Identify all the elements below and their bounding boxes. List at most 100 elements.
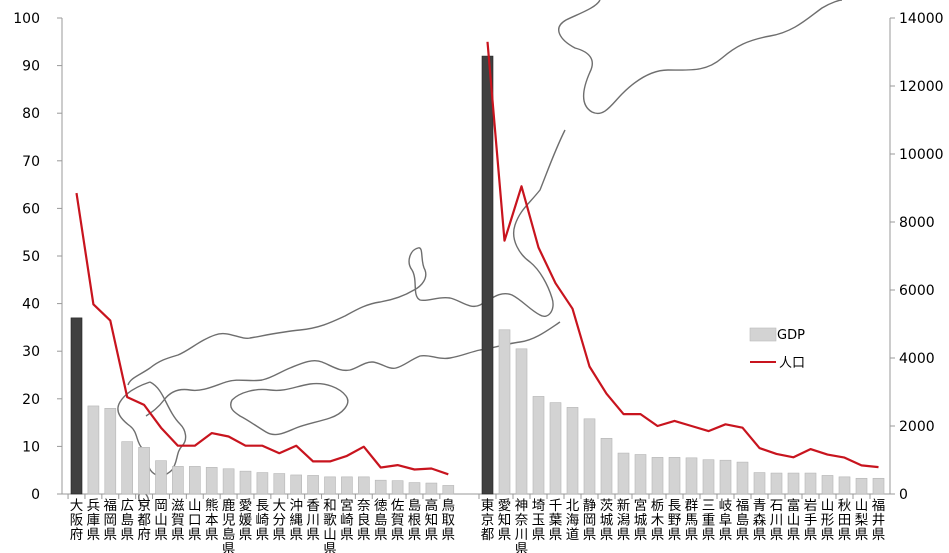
- gdp-bar: [770, 472, 783, 495]
- gdp-bar: [617, 452, 630, 495]
- category-label: 広島県: [120, 498, 134, 543]
- gdp-bar: [408, 482, 421, 495]
- category-label: 熊本県: [205, 498, 219, 543]
- gdp-bar: [855, 477, 868, 495]
- gdp-bar: [872, 477, 885, 495]
- category-label: 岡山県: [154, 498, 168, 543]
- gdp-bar: [357, 476, 370, 495]
- category-label: 群馬県: [685, 498, 699, 543]
- category-label: 山口県: [188, 498, 202, 543]
- axes: 0 10 20 30 40 50 60 70 80 90 100 0 2000 4000 6000 8000…: [13, 11, 943, 503]
- category-label: 大分県: [273, 498, 287, 543]
- gdp-bar: [685, 457, 698, 495]
- gdp-bar: [838, 476, 851, 495]
- right-axis-ticks: 0 2000 4000 6000 8000 10000 12000 14000: [890, 11, 944, 503]
- category-label: 長野県: [668, 498, 682, 543]
- left-tick-label: 100: [13, 11, 40, 27]
- gdp-bar: [307, 475, 319, 495]
- right-tick-label: 12000: [899, 79, 944, 95]
- left-tick-label: 80: [22, 106, 40, 122]
- honshu-outline: [127, 129, 566, 386]
- gdp-bar: [634, 454, 647, 495]
- category-label: 宮城県: [634, 498, 648, 543]
- right-tick-label: 2000: [899, 419, 935, 435]
- left-tick-label: 70: [22, 154, 40, 170]
- gdp-bar: [425, 482, 438, 495]
- gdp-bar: [341, 476, 353, 495]
- category-label: 埼玉県: [532, 498, 546, 543]
- gdp-bar: [600, 438, 613, 495]
- category-label: 福井県: [872, 498, 886, 543]
- gdp-bar: [583, 418, 596, 495]
- japan-map-outline: [117, 0, 843, 507]
- gdp-bar: [222, 468, 235, 495]
- legend-gdp-label: GDP: [777, 328, 805, 343]
- gdp-bar: [719, 459, 732, 495]
- left-tick-label: 50: [22, 249, 40, 265]
- left-tick-label: 20: [22, 392, 40, 408]
- category-label: 奈良県: [357, 498, 371, 543]
- gdp-bar: [138, 447, 150, 495]
- category-label: 三重県: [702, 498, 716, 543]
- left-tick-label: 30: [22, 344, 40, 360]
- category-label: 京都府: [137, 498, 151, 543]
- category-label: 岐阜県: [719, 498, 733, 543]
- gdp-bar: [273, 473, 286, 495]
- category-label: 大阪府: [70, 498, 84, 543]
- gdp-bar: [515, 348, 528, 495]
- gdp-bar: [290, 474, 303, 495]
- category-label: 岩手県: [804, 498, 818, 543]
- gdp-bar: [172, 466, 184, 495]
- gdp-bars: [70, 55, 885, 495]
- right-tick-label: 8000: [899, 215, 935, 231]
- category-label: 愛媛県: [239, 498, 253, 543]
- category-label: 神奈川県: [515, 498, 529, 553]
- gdp-bar: [256, 472, 269, 495]
- left-tick-label: 40: [22, 297, 40, 313]
- hokkaido-outline: [558, 0, 843, 115]
- category-label: 徳島県: [374, 498, 388, 543]
- category-label: 茨城県: [600, 498, 614, 543]
- gdp-bar: [189, 466, 201, 495]
- category-label: 山形県: [821, 498, 835, 543]
- category-label: 佐賀県: [391, 498, 405, 543]
- gdp-bar: [498, 329, 511, 495]
- okinawa-outline: [137, 489, 150, 507]
- category-label: 島根県: [408, 498, 422, 543]
- gdp-bar: [442, 485, 455, 495]
- gdp-bar: [702, 459, 715, 495]
- category-label: 福岡県: [104, 498, 118, 543]
- category-label: 千葉県: [549, 498, 563, 543]
- left-axis-ticks: 0 10 20 30 40 50 60 70 80 90 100: [13, 11, 62, 503]
- gdp-bar: [205, 467, 218, 495]
- category-label: 秋田県: [838, 498, 852, 543]
- right-tick-label: 6000: [899, 283, 935, 299]
- category-label: 東京都: [481, 498, 495, 543]
- gdp-bar: [736, 461, 749, 495]
- gdp-bar: [532, 396, 545, 495]
- shikoku-outline: [230, 382, 349, 436]
- gdp-bar: [155, 460, 167, 495]
- category-labels: 大阪府兵庫県福岡県広島県京都府岡山県滋賀県山口県熊本県鹿児島県愛媛県長崎県大分県…: [67, 494, 886, 553]
- category-label: 愛知県: [498, 498, 512, 543]
- category-label: 山梨県: [855, 498, 869, 543]
- category-label: 鳥取県: [442, 498, 456, 543]
- gdp-bar: [549, 402, 562, 495]
- gdp-bar: [104, 408, 117, 495]
- gdp-bar: [87, 405, 100, 495]
- gdp-bar: [374, 479, 387, 495]
- category-label: 北海道: [566, 498, 580, 543]
- gdp-bar: [821, 475, 834, 495]
- gdp-bar: [324, 476, 336, 495]
- gdp-bar: [787, 472, 800, 495]
- gdp-bar: [121, 441, 133, 495]
- honshu-south-coast: [145, 321, 561, 417]
- category-label: 福島県: [736, 498, 750, 543]
- left-tick-label: 10: [22, 439, 40, 455]
- category-label: 新潟県: [617, 498, 631, 543]
- gdp-bar: [651, 457, 664, 495]
- category-label: 富山県: [787, 497, 801, 543]
- category-label: 鹿児島県: [222, 497, 236, 553]
- category-label: 和歌山県: [323, 498, 337, 553]
